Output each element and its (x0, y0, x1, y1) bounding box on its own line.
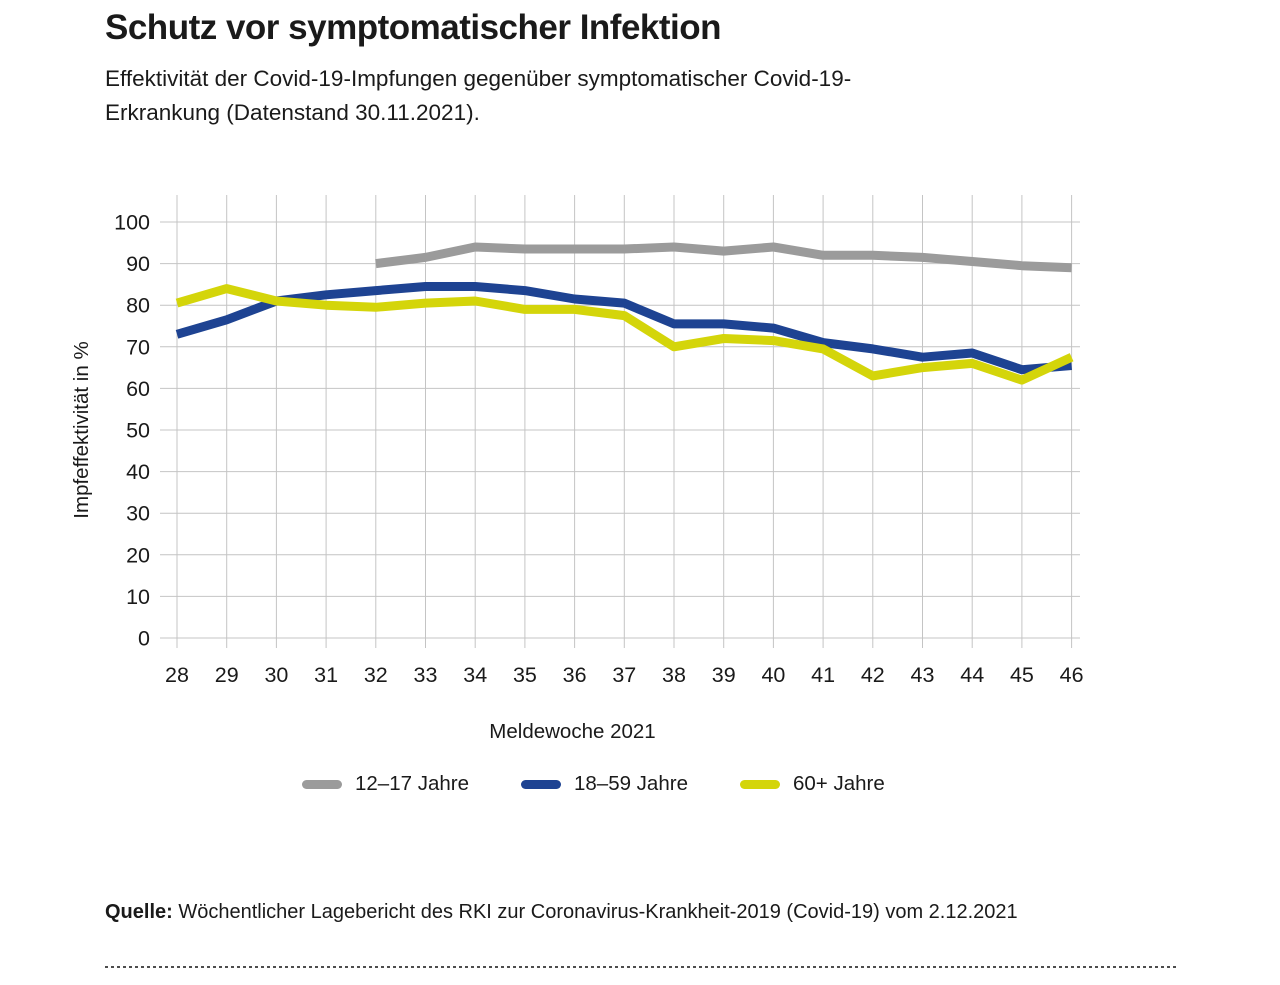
legend-item: 60+ Jahre (739, 772, 885, 796)
x-tick-label: 34 (463, 663, 487, 687)
dashed-divider (105, 966, 1177, 968)
legend-swatch-icon (302, 779, 342, 789)
x-tick-label: 41 (811, 663, 835, 687)
x-tick-label: 36 (563, 663, 587, 687)
line-chart-plot: 28 29 30 31 32 33 34 35 36 37 38 39 40 41 42 43 44 45 46 0 1… (70, 195, 1084, 687)
legend-swatch-icon (739, 779, 780, 789)
page-title: Schutz vor symptomatischer Infektion (105, 8, 722, 47)
y-tick-label: 80 (126, 294, 150, 318)
legend-swatch-icon (520, 779, 561, 789)
legend-item: 18–59 Jahre (520, 772, 688, 796)
series-line-60-jahre (175, 284, 1074, 385)
x-tick-label: 43 (911, 663, 935, 687)
y-tick-label: 30 (126, 502, 150, 526)
x-tick-label: 28 (165, 663, 189, 687)
legend-label: 18–59 Jahre (573, 772, 688, 795)
x-tick-label: 39 (712, 663, 736, 687)
legend-label: 60+ Jahre (792, 772, 885, 795)
y-tick-label: 10 (126, 585, 150, 609)
y-axis-title: Impfeffektivität in % (70, 341, 93, 518)
x-tick-label: 46 (1060, 663, 1084, 687)
source-line: Quelle: Wöchentlicher Lagebericht des RK… (105, 901, 1018, 924)
y-tick-label: 50 (126, 419, 150, 443)
y-tick-label: 20 (126, 543, 150, 567)
y-tick-label: 70 (126, 335, 150, 359)
x-tick-label: 45 (1010, 663, 1034, 687)
source-label: Quelle: (105, 901, 173, 923)
legend-label: 12–17 Jahre (355, 772, 469, 795)
x-axis-title: Meldewoche 2021 (489, 720, 656, 743)
y-tick-label: 90 (126, 252, 150, 276)
x-tick-label: 42 (861, 663, 885, 687)
y-tick-label: 100 (114, 211, 150, 235)
series-line-12-17-jahre (375, 242, 1072, 273)
y-tick-label: 40 (126, 460, 150, 484)
series-line-18-59-jahre (175, 282, 1072, 375)
x-tick-label: 38 (662, 663, 686, 687)
x-tick-label: 33 (414, 663, 438, 687)
x-tick-label: 44 (960, 663, 984, 687)
legend-item: 12–17 Jahre (302, 772, 469, 796)
x-tick-label: 31 (314, 663, 338, 687)
x-tick-label: 35 (513, 663, 537, 687)
y-tick-label: 60 (126, 377, 150, 401)
x-tick-label: 37 (612, 663, 636, 687)
x-tick-label: 40 (761, 663, 785, 687)
source-text: Wöchentlicher Lagebericht des RKI zur Co… (172, 901, 1018, 923)
chart-legend: 12–17 Jahre 18–59 Jahre 60+ Jahre (302, 772, 885, 796)
x-tick-label: 30 (264, 663, 288, 687)
x-tick-label: 29 (215, 663, 239, 687)
y-tick-label: 0 (138, 627, 150, 651)
x-tick-label: 32 (364, 663, 388, 687)
page-subtitle: Effektivität der Covid-19-Impfungen gege… (105, 66, 852, 125)
